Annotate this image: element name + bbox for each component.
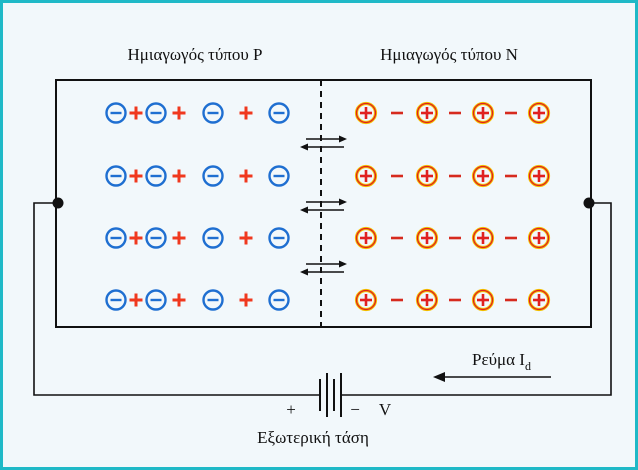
negative-ion-icon [268, 289, 290, 311]
current-label: Ρεύμα Id [472, 350, 531, 373]
positive-ion-icon [471, 101, 495, 125]
left-wire [33, 202, 320, 396]
positive-ion-icon [415, 101, 439, 125]
negative-ion-icon [268, 102, 290, 124]
negative-ion-icon [268, 165, 290, 187]
negative-ion-icon [202, 289, 224, 311]
hole-plus-icon [239, 106, 253, 120]
battery-icon [319, 373, 342, 417]
hole-plus-icon [172, 293, 186, 307]
n-region [354, 101, 551, 312]
current-label-main: Ρεύμα I [472, 350, 525, 369]
hole-plus-icon [129, 293, 143, 307]
negative-ion-icon [202, 227, 224, 249]
bidirectional-arrow-icon [300, 198, 347, 214]
negative-ion-icon [145, 165, 167, 187]
current-arrow-icon [433, 372, 551, 382]
voltage-source-label: Εξωτερική τάση [257, 428, 369, 447]
positive-ion-icon [354, 164, 378, 188]
positive-ion-icon [354, 288, 378, 312]
hole-plus-icon [172, 169, 186, 183]
negative-ion-icon [105, 227, 127, 249]
positive-ion-icon [354, 101, 378, 125]
bidirectional-arrow-icon [300, 135, 347, 151]
right-wire [341, 202, 612, 396]
plus-terminal-label: + [286, 400, 296, 419]
current-label-subscript: d [525, 359, 531, 373]
hole-plus-icon [239, 169, 253, 183]
negative-ion-icon [268, 227, 290, 249]
positive-ion-icon [527, 101, 551, 125]
p-type-label: Ημιαγωγός τύπου P [127, 45, 262, 64]
hole-plus-icon [239, 231, 253, 245]
negative-ion-icon [145, 227, 167, 249]
junction-arrows [300, 135, 347, 276]
positive-ion-icon [354, 226, 378, 250]
positive-ion-icon [471, 288, 495, 312]
negative-ion-icon [202, 102, 224, 124]
hole-plus-icon [172, 106, 186, 120]
positive-ion-icon [527, 164, 551, 188]
minus-terminal-label: − [350, 400, 360, 419]
negative-ion-icon [145, 102, 167, 124]
positive-ion-icon [527, 226, 551, 250]
bidirectional-arrow-icon [300, 260, 347, 276]
hole-plus-icon [129, 169, 143, 183]
hole-plus-icon [239, 293, 253, 307]
hole-plus-icon [172, 231, 186, 245]
hole-plus-icon [129, 106, 143, 120]
voltage-symbol-label: V [379, 400, 392, 419]
right-contact [583, 197, 595, 209]
negative-ion-icon [145, 289, 167, 311]
hole-plus-icon [129, 231, 143, 245]
pn-junction-diagram: Ημιαγωγός τύπου P Ημιαγωγός τύπου N + − … [33, 45, 612, 447]
positive-ion-icon [415, 164, 439, 188]
positive-ion-icon [415, 288, 439, 312]
negative-ion-icon [105, 102, 127, 124]
positive-ion-icon [471, 164, 495, 188]
n-type-label: Ημιαγωγός τύπου N [380, 45, 518, 64]
positive-ion-icon [415, 226, 439, 250]
p-region [105, 102, 290, 311]
negative-ion-icon [105, 165, 127, 187]
negative-ion-icon [105, 289, 127, 311]
left-contact [52, 197, 64, 209]
positive-ion-icon [527, 288, 551, 312]
negative-ion-icon [202, 165, 224, 187]
positive-ion-icon [471, 226, 495, 250]
